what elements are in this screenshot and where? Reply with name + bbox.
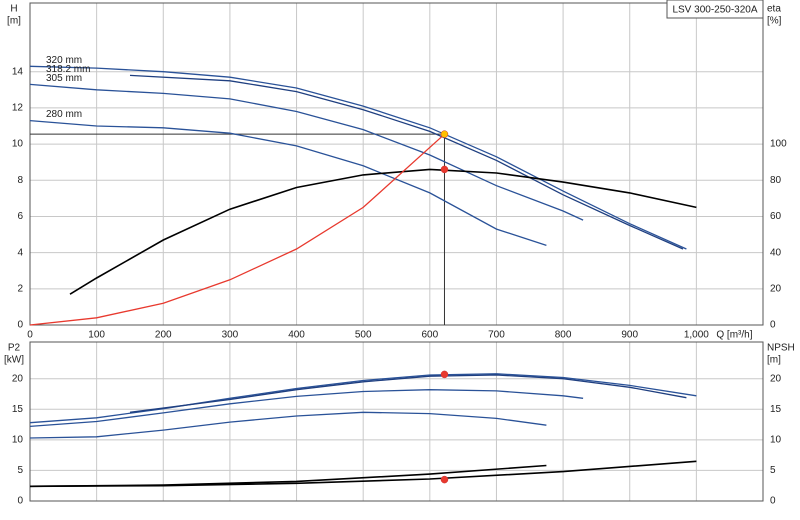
y2-tick-label: 5 <box>770 465 776 476</box>
series-label: 280 mm <box>46 109 82 120</box>
series-label: 305 mm <box>46 73 82 84</box>
y-axis-unit: [m] <box>7 16 21 27</box>
y-tick-label: 2 <box>17 283 23 294</box>
y2-tick-label: 80 <box>770 175 782 186</box>
y2-tick-label: 10 <box>770 434 782 445</box>
x-tick-label: 500 <box>355 330 372 341</box>
y-tick-label: 12 <box>12 103 24 114</box>
series-line <box>129 374 687 413</box>
series-line <box>29 373 697 424</box>
y2-tick-label: 20 <box>770 283 782 294</box>
x-tick-label: 300 <box>222 330 239 341</box>
y-tick-label: 15 <box>12 404 24 415</box>
series-line <box>29 411 547 439</box>
series-line <box>29 133 445 326</box>
y-tick-label: 0 <box>17 496 23 507</box>
y-tick-label: 10 <box>12 139 24 150</box>
series-label: 318.2 mm <box>46 64 90 75</box>
x-tick-label: 900 <box>621 330 638 341</box>
y-tick-label: 10 <box>12 434 24 445</box>
x-tick-label: 600 <box>421 330 438 341</box>
y2-tick-label: 15 <box>770 404 782 415</box>
x-tick-label: 100 <box>88 330 105 341</box>
series-line <box>29 83 584 221</box>
y2-axis-label: NPSH <box>767 343 795 354</box>
series-line <box>29 464 547 488</box>
y-tick-label: 6 <box>17 211 23 222</box>
x-tick-label: 0 <box>27 330 33 341</box>
y-axis-unit: [kW] <box>4 355 24 366</box>
operating-point <box>440 165 449 174</box>
x-tick-label: 200 <box>155 330 172 341</box>
x-tick-label: 700 <box>488 330 505 341</box>
plot-frame <box>29 341 764 502</box>
y2-tick-label: 20 <box>770 373 782 384</box>
operating-point <box>440 370 449 379</box>
y-tick-label: 14 <box>12 66 24 77</box>
y-axis-label: P2 <box>8 343 21 354</box>
y-tick-label: 4 <box>17 247 23 258</box>
series-line <box>69 168 697 295</box>
y2-axis-unit: [%] <box>767 16 782 27</box>
x-tick-label: 800 <box>555 330 572 341</box>
x-tick-label: 1,000 <box>684 330 709 341</box>
x-axis-label: Q [m³/h] <box>716 330 752 341</box>
y-tick-label: 20 <box>12 373 24 384</box>
title-box <box>666 0 764 19</box>
y2-axis-unit: [m] <box>767 355 781 366</box>
chart-title: LSV 300-250-320A <box>672 5 757 16</box>
x-tick-label: 400 <box>288 330 305 341</box>
operating-point <box>440 475 449 484</box>
series-line <box>129 74 684 250</box>
y-tick-label: 8 <box>17 175 23 186</box>
y2-tick-label: 40 <box>770 247 782 258</box>
series-line <box>29 389 584 428</box>
y-tick-label: 0 <box>17 320 23 331</box>
y-tick-label: 5 <box>17 465 23 476</box>
series-label: 320 mm <box>46 55 82 66</box>
plot-frame <box>29 2 764 326</box>
y2-tick-label: 0 <box>770 320 776 331</box>
y-axis-label: H <box>10 4 17 15</box>
series-line <box>29 65 687 250</box>
y2-tick-label: 60 <box>770 211 782 222</box>
y2-tick-label: 0 <box>770 496 776 507</box>
series-line <box>29 119 547 247</box>
y2-tick-label: 100 <box>770 139 787 150</box>
y2-axis-label: eta <box>767 4 781 15</box>
operating-point <box>440 130 449 138</box>
